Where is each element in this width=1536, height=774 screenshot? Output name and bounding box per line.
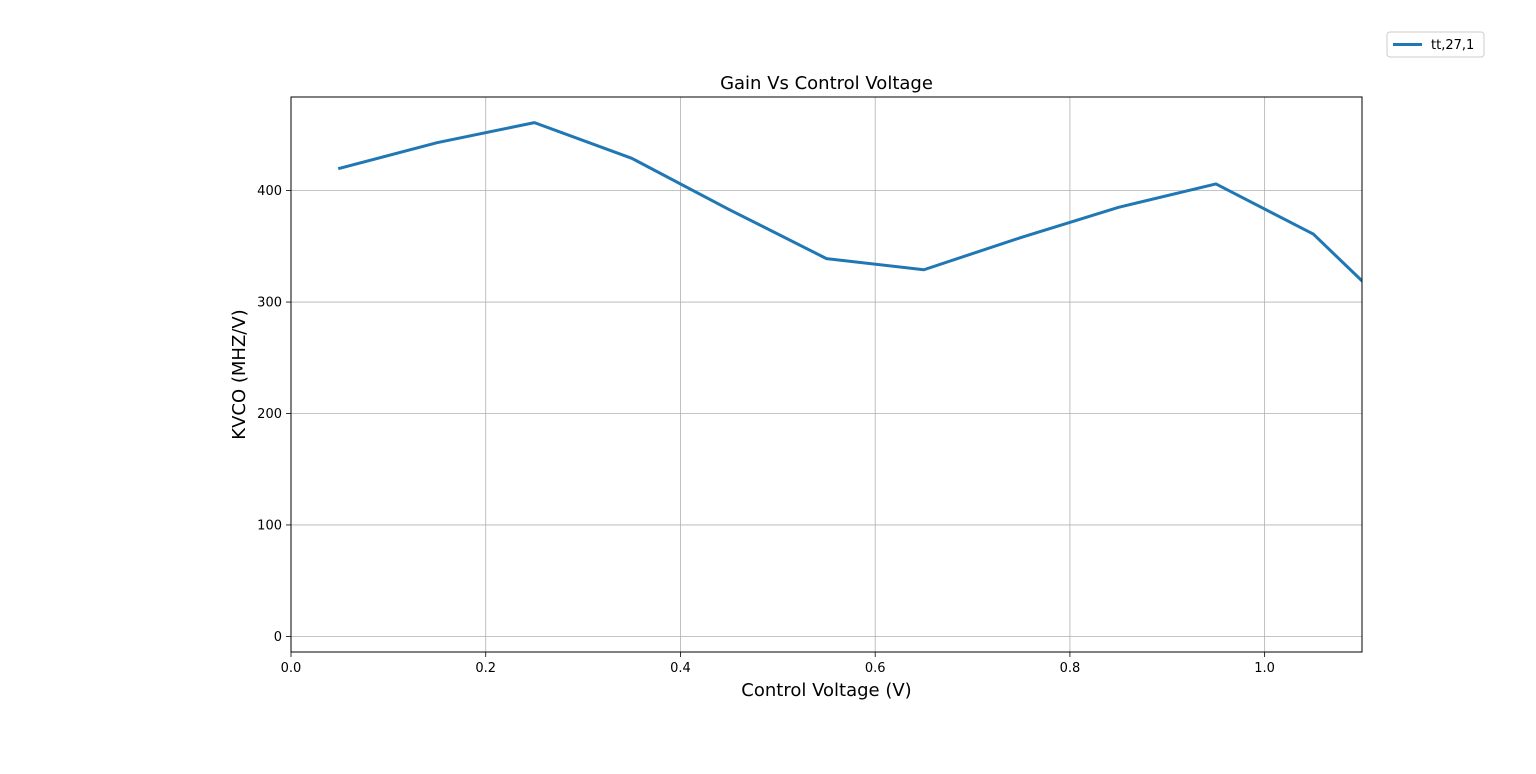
y-tick-label: 200: [257, 407, 282, 422]
series-line: [337, 121, 1362, 283]
x-tick-label: 0.2: [475, 661, 496, 676]
x-tick-label: 0.4: [670, 661, 691, 676]
x-tick-label: 0.0: [281, 661, 302, 676]
y-tick-label: 100: [257, 518, 282, 533]
y-axis-label: KVCO (MHZ/V): [229, 309, 250, 439]
legend-frame: [1386, 31, 1485, 58]
series-layer: [337, 121, 1362, 283]
x-tick-label: 0.8: [1060, 661, 1081, 676]
x-tick-label: 1.0: [1254, 661, 1275, 676]
chart-title: Gain Vs Control Voltage: [720, 73, 933, 94]
x-tick-label: 0.6: [865, 661, 886, 676]
plot-area-frame: [290, 96, 1363, 653]
legend-label: tt,27,1: [1431, 38, 1474, 53]
y-tick-label: 400: [257, 184, 282, 199]
x-axis-label: Control Voltage (V): [741, 680, 911, 701]
legend: tt,27,1: [1386, 31, 1485, 58]
y-tick-label: 0: [274, 630, 282, 645]
ticks: 0.0 0.2 0.4 0.6 0.8 1.0 0 100 200 300 400: [257, 184, 1275, 676]
y-tick-label: 300: [257, 296, 282, 311]
